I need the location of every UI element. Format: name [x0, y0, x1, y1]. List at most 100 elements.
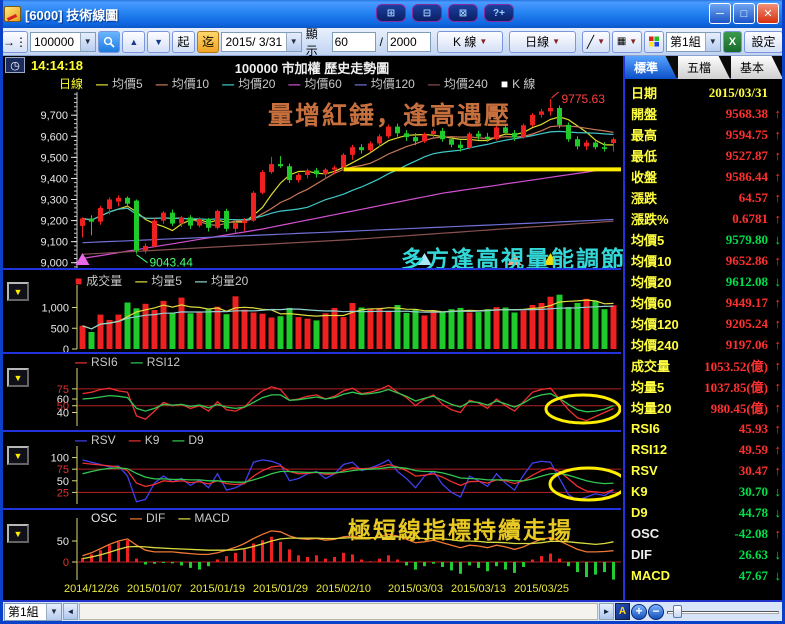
clock-icon[interactable]: ◷ — [5, 57, 25, 73]
horizontal-scrollbar[interactable] — [79, 603, 598, 620]
chevron-down-icon[interactable]: ▼ — [285, 32, 301, 51]
volume-pane-collapse-button[interactable]: ▼ — [7, 282, 29, 301]
scroll-left-arrow-icon[interactable]: ◄ — [63, 603, 78, 620]
pane-separator — [3, 352, 621, 354]
color-palette-button[interactable] — [644, 30, 665, 53]
palette-icon — [649, 36, 660, 47]
rsi-pane-collapse-button[interactable]: ▼ — [7, 368, 29, 387]
chart-type-button[interactable]: K 線 ▼ — [436, 30, 504, 53]
kd-chart[interactable]: 100 75 50 25 — [3, 432, 628, 508]
trendline-icon: ╱ — [586, 34, 595, 49]
export-excel-button[interactable]: X — [722, 30, 742, 53]
chevron-down-icon[interactable]: ▼ — [79, 32, 95, 51]
dock-window-icon[interactable]: ⊠ — [448, 4, 478, 22]
legend-item: — 均價5 — [96, 77, 143, 91]
zoom-out-button[interactable]: − — [648, 603, 664, 620]
chart-grid-icon: ▦ — [616, 36, 627, 47]
group-combo[interactable]: 第1組 ▼ — [666, 31, 721, 52]
quote-row: MACD 47.67 ↓ — [625, 565, 782, 586]
quote-row: 均量20 980.45(億) ↑ — [625, 397, 782, 418]
quote-value: 9449.17 — [725, 294, 768, 310]
legend-item: — 均價60 — [288, 77, 342, 91]
minimize-button[interactable]: ─ — [709, 3, 731, 24]
rsi-chart[interactable]: 75 60 50 40 — [3, 354, 622, 430]
chart-workspace: ◷ 14:14:18 100000 市加權 歷史走勢圖 日線 — 均價5 — 均價10… — [3, 56, 782, 600]
quote-label: 均價60 — [631, 296, 672, 311]
svg-text:9,300: 9,300 — [40, 194, 68, 206]
quote-row: 均價5 9579.80 ↓ — [625, 229, 782, 250]
quote-label: 漲跌% — [631, 212, 669, 227]
tab-basic[interactable]: 基本 — [731, 56, 782, 79]
cascade-windows-icon[interactable]: ⊟ — [412, 4, 442, 22]
up-arrow-icon: ↑ — [774, 190, 782, 205]
down-arrow-icon: ↓ — [774, 547, 782, 562]
quote-value: 30.70 — [738, 483, 768, 499]
zoom-mode-icon[interactable]: A — [615, 603, 630, 620]
period-button[interactable]: 日線 ▼ — [509, 30, 576, 53]
legend-item: — 均價10 — [155, 77, 210, 91]
arrange-windows-icon[interactable]: ⊞ — [376, 4, 406, 22]
svg-text:50: 50 — [57, 536, 69, 548]
maximize-button[interactable]: □ — [733, 3, 755, 24]
quote-panel: 標準 五檔 基本 日期 2015/03/31 開盤 9568.38 ↑ 最高 9594.75 ↑ 最… — [623, 56, 782, 600]
kd-pane-collapse-button[interactable]: ▼ — [7, 446, 29, 465]
chevron-down-icon[interactable]: ▼ — [46, 603, 61, 620]
prev-button[interactable]: ▲ — [122, 30, 146, 53]
pane-separator — [3, 430, 621, 432]
show-label: 顯示 — [305, 26, 318, 58]
titlebar[interactable]: [6000] 技術線圖 ⊞ ⊟ ⊠ ?+ ─ □ ✕ — [3, 0, 782, 28]
quote-row: 最低 9527.87 ↑ — [625, 145, 782, 166]
up-arrow-icon: ↑ — [774, 127, 782, 142]
svg-text:0: 0 — [63, 557, 69, 569]
quote-rows: 日期 2015/03/31 開盤 9568.38 ↑ 最高 9594.75 ↑ 最低 9527.8… — [625, 82, 782, 586]
up-arrow-icon: ↑ — [774, 400, 782, 415]
settings-button[interactable]: 設定 — [743, 30, 782, 53]
main-price-chart[interactable]: 9,000 9,100 9,200 9,300 9,400 9,500 9,600 9,700… — [3, 90, 621, 270]
svg-text:9043.44: 9043.44 — [150, 256, 194, 268]
next-button[interactable]: ▼ — [147, 30, 170, 53]
macd-pane-collapse-button[interactable]: ▼ — [7, 524, 29, 543]
symbol-combo[interactable]: 100000 ▼ — [30, 31, 96, 52]
symbol-value: 100000 — [34, 34, 75, 49]
quote-value: 9527.87 — [725, 147, 768, 163]
range-start-button[interactable]: 起 — [171, 30, 195, 53]
quote-label: 均量20 — [631, 401, 672, 416]
scroll-right-arrow-icon[interactable]: ► — [599, 603, 614, 620]
slider-thumb[interactable] — [673, 605, 682, 618]
range-end-button[interactable]: 迄 — [196, 30, 220, 53]
search-button[interactable] — [97, 30, 121, 53]
quote-value: 9205.24 — [725, 315, 768, 331]
down-arrow-icon: ↓ — [774, 274, 782, 289]
legend-item: — 均量5 — [135, 274, 182, 288]
group-combo-bottom[interactable]: 第1組 ▼ — [4, 602, 62, 621]
help-icon[interactable]: ?+ — [484, 4, 514, 22]
macd-chart[interactable]: 50 0 — [3, 510, 621, 582]
drag-handle-arrow-icon[interactable]: →⋮ — [3, 30, 28, 53]
tab-standard[interactable]: 標準 — [625, 56, 677, 79]
chevron-down-icon[interactable]: ▼ — [704, 32, 720, 51]
quote-label: 均量5 — [631, 380, 665, 395]
zoom-slider[interactable] — [665, 603, 781, 620]
legend-item: — RSI12 — [130, 355, 181, 369]
excel-icon: X — [728, 35, 737, 48]
draw-line-button[interactable]: ╱ ▼ — [581, 30, 611, 53]
up-arrow-icon: ↑ — [774, 211, 782, 226]
svg-text:9,500: 9,500 — [40, 152, 68, 164]
quote-label: 均價240 — [631, 338, 679, 353]
quote-row: 日期 2015/03/31 — [625, 82, 782, 103]
x-axis-date-label: 2015/02/10 — [315, 583, 372, 595]
quote-label: MACD — [631, 568, 670, 583]
bars-shown-input[interactable] — [331, 31, 376, 52]
svg-text:1,000: 1,000 — [41, 303, 69, 315]
close-button[interactable]: ✕ — [757, 3, 779, 24]
svg-text:500: 500 — [51, 323, 69, 335]
zoom-in-button[interactable]: + — [631, 603, 647, 620]
tab-five-levels[interactable]: 五檔 — [678, 56, 730, 79]
volume-chart[interactable]: 0 500 1,000 — [3, 271, 621, 356]
indicator-button[interactable]: ▦ ▼ — [612, 30, 643, 53]
svg-text:9,000: 9,000 — [40, 258, 68, 268]
date-combo[interactable]: 2015/ 3/31 ▼ — [221, 31, 302, 52]
up-arrow-icon: ↑ — [774, 316, 782, 331]
quote-row: 均價240 9197.06 ↑ — [625, 334, 782, 355]
bars-total-input[interactable] — [386, 31, 431, 52]
